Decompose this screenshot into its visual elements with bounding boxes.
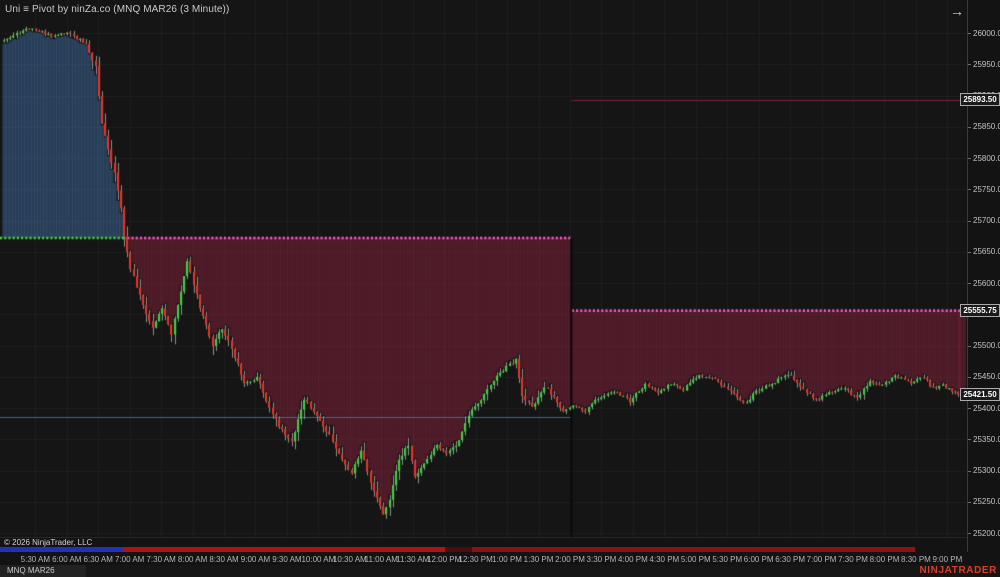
price-axis-label: 25500.00 [973,341,1000,350]
instrument-tab[interactable]: MNQ MAR26 [0,565,86,577]
session-strip-segment [445,547,472,552]
price-tick [968,64,971,66]
price-tick [968,251,971,253]
price-tick [968,126,971,128]
time-axis-label: 12:00 PM [427,555,462,564]
time-axis-label: 2:00 PM [555,555,585,564]
price-tick [968,33,971,34]
tab-row: MNQ MAR26 [0,565,1000,577]
session-strip-segment [123,547,445,552]
price-tick [968,283,971,284]
chart-title: Uni ≡ Pivot by ninZa.co (MNQ MAR26 (3 Mi… [5,4,230,15]
time-axis-label: 10:00 AM [301,555,336,564]
price-axis-label: 26000.00 [973,28,1000,38]
price-axis-label: 25650.00 [973,247,1000,257]
time-axis-label: 1:30 PM [523,555,554,564]
time-axis-label: 9:30 AM [272,555,302,564]
price-axis-label: 25800.00 [973,153,1000,163]
time-axis-label: 4:30 PM [649,555,680,564]
time-axis-label: 8:00 AM [177,555,208,564]
time-axis-label: 3:30 PM [586,555,617,564]
price-tick [968,220,971,222]
price-tick [968,439,971,441]
time-axis-label: 6:00 PM [743,555,774,564]
copyright-text: © 2026 NinjaTrader, LLC [4,538,93,547]
time-axis-label: 5:30 PM [712,555,743,564]
time-axis-label: 4:00 PM [617,555,648,564]
time-axis-label: 8:30 PM [901,555,931,564]
time-axis-label: 11:30 AM [396,555,430,564]
price-tick [968,345,971,347]
time-axis-label: 6:00 AM [52,555,82,564]
time-axis-label: 7:30 PM [838,555,868,564]
price-axis-label: 25250.00 [973,497,1000,507]
price-axis[interactable]: 26000.0025950.0025900.0025850.0025800.00… [960,0,1000,538]
price-axis-label: 25400.00 [973,403,1000,413]
session-strip-segment [472,547,915,552]
ninjatrader-logo: NINJATRADER [919,565,997,576]
time-axis-label: 8:00 PM [869,555,900,564]
price-axis-label: 25750.00 [973,184,1000,194]
price-axis-label: 25350.00 [973,434,1000,444]
price-axis-label: 25200.00 [973,528,1000,538]
price-axis-border [967,0,968,552]
price-axis-label: 25300.00 [973,466,1000,475]
time-axis-label: 6:30 AM [83,555,113,564]
time-axis-label: 10:30 AM [332,555,367,564]
time-axis-label: 7:00 AM [114,555,145,564]
price-tick [968,376,971,378]
time-axis-label: 9:00 AM [240,555,271,564]
chart-bottom-border [0,537,967,538]
time-axis[interactable]: 5:30 AM 6:00 AM 6:30 AM 7:00 AM 7:30 AM 8:00 … [0,553,1000,566]
price-axis-label: 25600.00 [973,278,1000,288]
time-axis-label: 9:00 PM [932,555,963,564]
price-marker-label: 25893.50 [960,93,1000,107]
price-axis-label: 25850.00 [973,122,1000,132]
price-tick [968,158,971,159]
price-tick [968,408,971,409]
price-tick [968,533,971,534]
price-axis-label: 25450.00 [973,372,1000,382]
price-axis-label: 25950.00 [973,59,1000,69]
price-tick [968,501,971,503]
price-marker-label: 25421.50 [960,388,1000,402]
time-axis-label: 5:30 AM [20,555,51,564]
session-strip-segment [0,547,123,552]
time-axis-label: 11:00 AM [364,555,398,564]
price-axis-label: 25700.00 [973,216,1000,225]
time-axis-label: 7:30 AM [146,555,176,564]
time-axis-label: 7:00 PM [806,555,837,564]
time-axis-label: 5:00 PM [680,555,711,564]
price-marker-label: 25555.75 [960,304,1000,318]
jump-to-end-arrow-icon[interactable]: → [950,3,964,19]
price-tick [968,189,971,191]
time-axis-label: 12:30 PM [458,555,493,564]
time-axis-label: 6:30 PM [775,555,806,564]
price-tick [968,470,971,472]
time-axis-label: 1:00 PM [492,555,522,564]
time-axis-label: 8:30 AM [209,555,239,564]
